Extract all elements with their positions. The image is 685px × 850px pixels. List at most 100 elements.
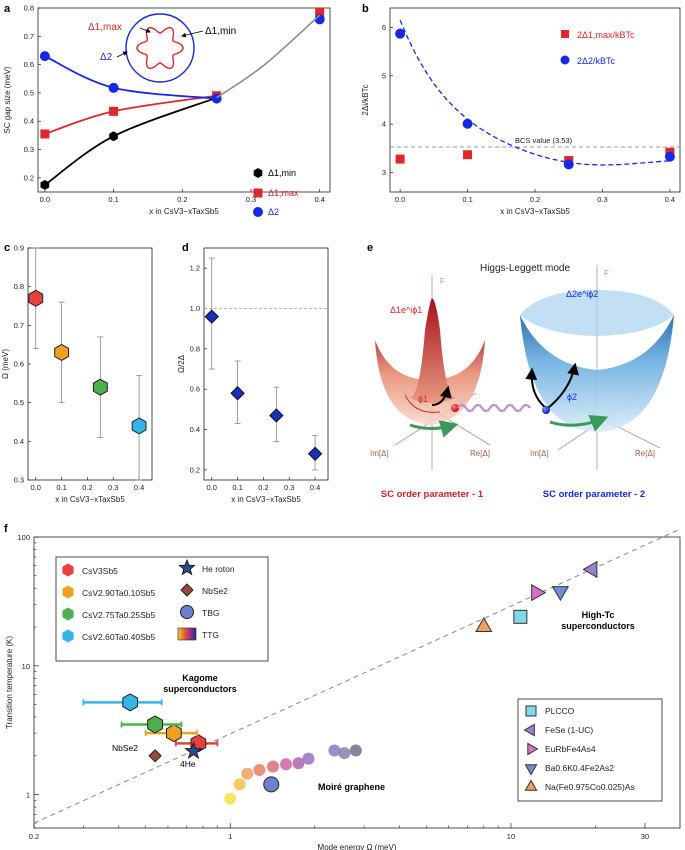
series-point-2 — [39, 51, 50, 62]
blue-bowl — [520, 315, 674, 432]
chart-c: 0.0 0.1 0.2 0.3 0.4 0.3 0.4 0.5 0.6 0.7 0.8 0.9 x in… — [1, 244, 153, 504]
y-tick-label: 0.5 — [24, 88, 34, 97]
ttg-point — [233, 778, 246, 791]
panel-label-c: c — [4, 242, 10, 254]
legend-f-label: NbSe2 — [202, 586, 228, 596]
x-axis-label: x in CsV3−xTaxSb5 — [149, 207, 219, 216]
x-tick-label: 0.2 — [530, 195, 540, 204]
x-tick-label: 10 — [507, 832, 515, 841]
ttg-point — [266, 760, 279, 773]
hightc-point — [551, 586, 570, 602]
panel-b-legend: 2Δ1,max/kBTc 2Δ2/kBTc — [560, 30, 635, 66]
red-peak — [410, 298, 455, 403]
y-axis-label: Ω/2Δ — [177, 354, 186, 373]
blue-bowl-rim — [520, 290, 674, 336]
series-point-1 — [664, 151, 675, 162]
x-tick-label: 1 — [228, 832, 232, 841]
kagome-point — [122, 693, 138, 712]
chart-b: 0.0 0.1 0.2 0.3 0.4 3 4 5 6 x in CsV3−xTaxSb5 2Δi/… — [361, 7, 681, 216]
legend-f-label: CsV2.75Ta0.25Sb5 — [82, 610, 156, 620]
x-tick-label: 0.3 — [284, 483, 294, 492]
x-tick-label: 0.0 — [395, 195, 405, 204]
ttg-point — [349, 744, 362, 757]
legend-f-label: CsV2.60Ta0.40Sb5 — [82, 632, 156, 642]
nbse2-point — [148, 749, 162, 763]
ttg-point — [224, 792, 237, 805]
inset-delta2-circle — [125, 13, 195, 83]
legend-b-red: 2Δ1,max/kBTc — [577, 30, 635, 40]
plot-frame — [389, 7, 681, 193]
legend-a-marker-max — [253, 188, 263, 198]
series-point-1 — [40, 129, 50, 139]
x-axis-label: Mode energy Ω (meV) — [318, 843, 397, 850]
x-tick-label: 0.0 — [207, 483, 217, 492]
ttg-point — [338, 747, 351, 760]
coupling-wave — [457, 403, 531, 413]
legend-a-min: Δ1,min — [268, 168, 296, 178]
arrow-right-up — [525, 367, 547, 409]
y-tick-label: 0.8 — [14, 282, 24, 291]
x-tick-label: 0.1 — [108, 195, 118, 204]
chart-a: 0.0 0.1 0.2 0.3 0.4 0.2 0.3 0.4 0.5 0.6 0.7 0.8 x in… — [3, 4, 331, 217]
x-tick-label: 0.4 — [665, 195, 675, 204]
ttg-point — [328, 744, 341, 757]
series-point-1 — [563, 159, 574, 170]
legend-f-label: EuRbFe4As4 — [545, 744, 596, 754]
legend-f-marker — [524, 764, 538, 776]
y-tick-label: 0.3 — [24, 145, 34, 154]
higgs-leggett-title: Higgs-Leggett mode — [480, 263, 570, 274]
inset-arrow-d2 — [116, 51, 128, 58]
y-tick-label: 0.7 — [24, 32, 34, 41]
legend-f-marker — [523, 723, 535, 737]
x-tick-label: 0.1 — [56, 483, 66, 492]
x-tick-label: 0.2 — [29, 832, 39, 841]
plot-frame — [37, 7, 331, 193]
x-tick-label: 0.2 — [177, 195, 187, 204]
x-tick-label: 30 — [641, 832, 649, 841]
im-label-left: Im[Δ] — [370, 449, 389, 458]
omega-point — [28, 289, 44, 307]
series-point-2 — [108, 82, 119, 93]
ttg-point — [253, 764, 266, 777]
legend-f-left: CsV3Sb5 CsV2.90Ta0.10Sb5 CsV2.75Ta0.25Sb5 C… — [55, 556, 269, 662]
panel-f-annotations: Kagome superconductors High-Tc supercond… — [112, 610, 635, 792]
panel-a-legend: Δ1,min Δ1,max Δ2 — [268, 168, 299, 217]
legend-f-label: Na(Fe0.975Co0.025)As — [545, 782, 635, 792]
phi2-label: ϕ2 — [567, 392, 577, 402]
he4-label: 4He — [180, 759, 196, 769]
x-tick-label: 0.2 — [82, 483, 92, 492]
green-arrow-right — [549, 414, 609, 432]
y-axis-label: Ω (meV) — [1, 349, 10, 379]
x-tick-label: 0.1 — [462, 195, 472, 204]
legend-f-label: Ba0.6K0.4Fe2As2 — [545, 763, 614, 773]
plot-frame — [203, 247, 329, 481]
inset-label-max: Δ1,max — [88, 22, 122, 33]
ratio-point — [230, 386, 245, 401]
legend-f-circle — [180, 605, 194, 619]
moire-label: Moiré graphene — [318, 782, 385, 792]
legend-b-blue: 2Δ2/kBTc — [577, 56, 616, 66]
series-point-1 — [462, 118, 473, 129]
inset-label-min: Δ1,min — [205, 26, 236, 37]
x-tick-label: 0.0 — [31, 483, 41, 492]
series-point-0 — [40, 179, 50, 190]
F-label-left: F — [440, 277, 445, 286]
op2-label: Δ2e^iϕ2 — [566, 289, 598, 299]
ratio-point — [204, 309, 219, 324]
re-label-left: Re[Δ] — [470, 449, 490, 458]
chart-f: 0.2 1 10 30 1 10 100 Mode energy Ω (meV) Transit… — [5, 528, 681, 850]
legend-f-label: TTG — [202, 630, 219, 640]
series-point-0 — [109, 131, 118, 142]
tbg-point — [263, 776, 280, 793]
legend-f-ttg — [177, 627, 197, 641]
y-tick-label: 0.4 — [14, 437, 24, 446]
legend-f-box — [55, 556, 269, 662]
plot-frame — [27, 247, 153, 481]
ttg-point — [280, 758, 293, 771]
legend-f-right-box — [517, 698, 663, 802]
legend-f-marker — [62, 585, 74, 599]
x-tick-label: 0.3 — [108, 483, 118, 492]
legend-a-d2: Δ2 — [268, 207, 279, 217]
kagome-label-1: Kagome — [182, 673, 218, 683]
y-tick-label: 0.6 — [24, 60, 34, 69]
